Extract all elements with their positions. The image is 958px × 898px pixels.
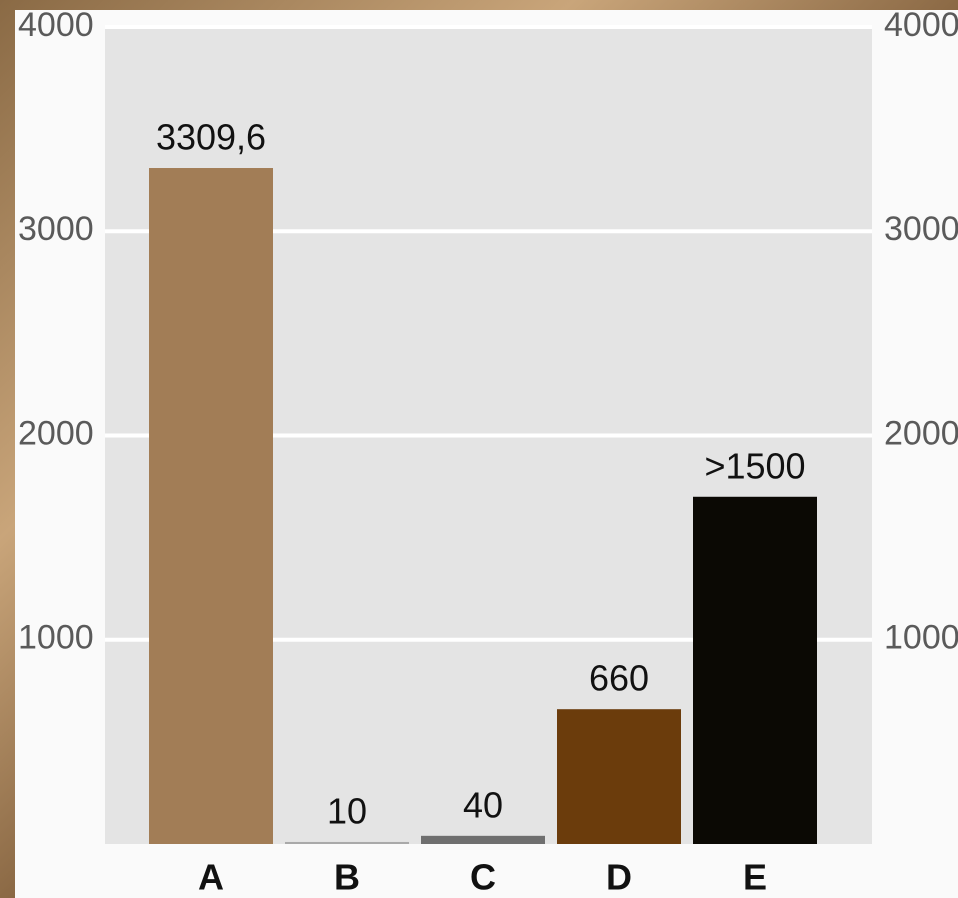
y-tick-label: 2000 [18, 414, 94, 452]
y-tick-label: 3000 [18, 210, 94, 248]
x-tick-label: B [334, 857, 360, 898]
value-label: >1500 [704, 445, 805, 486]
y2-tick-label: 3000 [884, 210, 958, 248]
y2-tick-label: 2000 [884, 414, 958, 452]
x-tick-label: C [470, 857, 496, 898]
bar [149, 168, 273, 844]
y2-tick-label: 4000 [884, 6, 958, 44]
value-label: 660 [589, 658, 649, 699]
value-label: 3309,6 [156, 117, 266, 158]
bar [557, 709, 681, 844]
value-label: 40 [463, 784, 503, 825]
x-tick-label: D [606, 857, 632, 898]
value-label: 10 [327, 790, 367, 831]
bar [693, 496, 817, 844]
bar [421, 835, 545, 844]
bar [285, 841, 409, 844]
y2-tick-label: 1000 [884, 619, 958, 657]
y-tick-label: 1000 [18, 619, 94, 657]
x-tick-label: E [743, 857, 767, 898]
y-tick-label: 4000 [18, 6, 94, 44]
x-tick-label: A [198, 857, 224, 898]
